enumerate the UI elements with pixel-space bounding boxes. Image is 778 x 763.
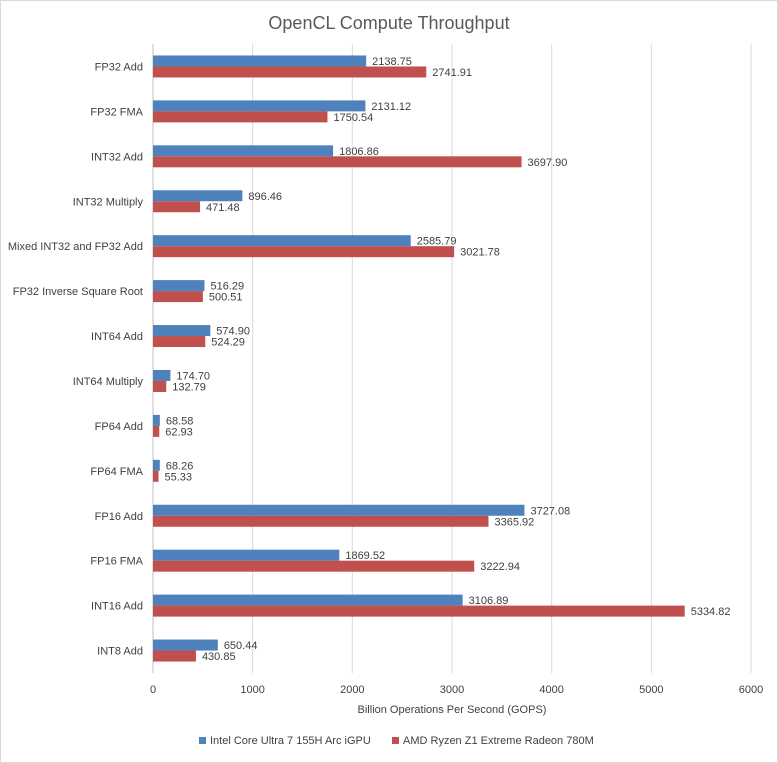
- category-label: INT64 Multiply: [73, 376, 144, 388]
- bar: [153, 380, 167, 392]
- x-tick-labels: 0 1000 2000 3000 4000 5000 6000: [150, 684, 763, 696]
- data-label: 3727.08: [530, 505, 570, 517]
- bar: [153, 201, 200, 213]
- bar: [153, 650, 196, 662]
- category-label: Mixed INT32 and FP32 Add: [8, 241, 143, 253]
- data-label: 1750.54: [333, 112, 373, 124]
- data-label: 5334.82: [691, 606, 731, 618]
- bar: [153, 369, 171, 381]
- bar: [153, 145, 334, 157]
- data-label: 68.26: [166, 460, 194, 472]
- data-label: 3106.89: [469, 595, 509, 607]
- bar: [153, 470, 159, 482]
- category-label: INT32 Multiply: [73, 196, 144, 208]
- legend-swatch: [392, 737, 399, 744]
- data-label: 68.58: [166, 415, 194, 427]
- data-label: 3222.94: [480, 561, 520, 573]
- category-label: FP32 FMA: [90, 106, 143, 118]
- bar: [153, 280, 205, 292]
- bar: [153, 515, 489, 527]
- category-label: INT32 Add: [91, 151, 143, 163]
- category-label: FP64 FMA: [90, 466, 143, 478]
- x-tick-label: 0: [150, 684, 156, 696]
- bar: [153, 100, 366, 112]
- category-label: INT16 Add: [91, 601, 143, 613]
- legend-entry: AMD Ryzen Z1 Extreme Radeon 780M: [403, 735, 594, 747]
- x-axis-title: Billion Operations Per Second (GOPS): [358, 704, 547, 716]
- category-label: FP64 Add: [95, 421, 143, 433]
- data-label: 524.29: [211, 337, 245, 349]
- data-label: 896.46: [248, 191, 282, 203]
- data-label: 574.90: [216, 326, 250, 338]
- data-label: 650.44: [224, 640, 258, 652]
- bar: [153, 560, 475, 572]
- bar: [153, 425, 160, 437]
- legend: Intel Core Ultra 7 155H Arc iGPU AMD Ryze…: [199, 735, 594, 747]
- bar: [153, 111, 328, 123]
- x-tick-label: 4000: [539, 684, 563, 696]
- bar: [153, 459, 160, 471]
- data-label: 2138.75: [372, 56, 412, 68]
- bar: [153, 639, 218, 651]
- data-label: 1806.86: [339, 146, 379, 158]
- bar: [153, 190, 243, 202]
- gridlines: [152, 44, 752, 673]
- bar: [153, 605, 685, 617]
- data-label: 62.93: [165, 426, 193, 438]
- data-label: 471.48: [206, 202, 240, 214]
- bar: [153, 235, 411, 247]
- bar: [153, 55, 367, 67]
- data-label: 174.70: [176, 370, 210, 382]
- data-label: 2131.12: [371, 101, 411, 113]
- data-label: 430.85: [202, 651, 236, 663]
- data-label: 55.33: [165, 471, 193, 483]
- data-label: 516.29: [210, 281, 244, 293]
- x-tick-label: 1000: [240, 684, 264, 696]
- legend-entry: Intel Core Ultra 7 155H Arc iGPU: [210, 735, 371, 747]
- data-label: 3697.90: [528, 157, 568, 169]
- data-label: 2741.91: [432, 67, 472, 79]
- data-label: 132.79: [172, 381, 206, 393]
- x-tick-label: 2000: [340, 684, 364, 696]
- bar: [153, 325, 211, 337]
- bar: [153, 291, 203, 303]
- category-label: INT64 Add: [91, 331, 143, 343]
- bar: [153, 156, 522, 168]
- category-labels: FP32 Add FP32 FMA INT32 Add INT32 Multiply M…: [8, 61, 144, 657]
- data-label: 3365.92: [494, 516, 534, 528]
- chart-title: OpenCL Compute Throughput: [268, 13, 509, 33]
- x-tick-label: 5000: [639, 684, 663, 696]
- bar: [153, 504, 525, 516]
- category-label: INT8 Add: [97, 646, 143, 658]
- category-label: FP16 Add: [95, 511, 143, 523]
- data-label: 3021.78: [460, 247, 500, 259]
- category-label: FP16 FMA: [90, 556, 143, 568]
- bar: [153, 246, 455, 258]
- bar: [153, 336, 206, 348]
- data-label: 1869.52: [345, 550, 385, 562]
- x-tick-label: 6000: [739, 684, 763, 696]
- category-label: FP32 Inverse Square Root: [13, 286, 143, 298]
- bar: [153, 594, 463, 606]
- bar: [153, 549, 340, 561]
- legend-swatch: [199, 737, 206, 744]
- x-tick-label: 3000: [440, 684, 464, 696]
- data-label: 2585.79: [417, 236, 457, 248]
- bar: [153, 66, 427, 78]
- data-label: 500.51: [209, 292, 243, 304]
- bar: [153, 414, 160, 426]
- category-label: FP32 Add: [95, 61, 143, 73]
